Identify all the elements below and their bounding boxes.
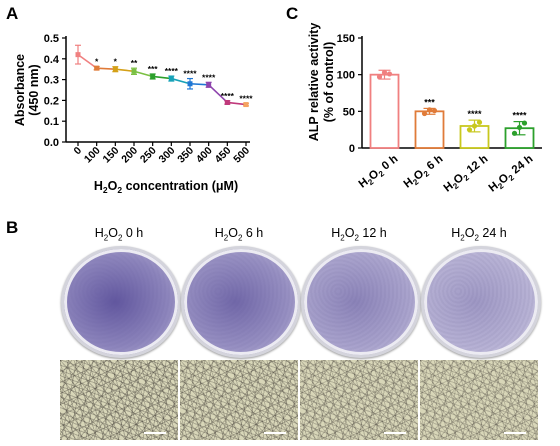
chart-c-point: [431, 108, 438, 114]
scale-bar: [384, 432, 406, 434]
chart-a-xlabel: H2O2 concentration (μM): [94, 179, 238, 195]
scale-bar: [504, 432, 526, 434]
chart-a-significance-label: ****: [221, 91, 235, 101]
chart-c-point: [426, 107, 433, 113]
chart-a-line-segment: [208, 84, 228, 104]
chart-a-line-segment: [189, 82, 209, 86]
chart-a-ylabel-line2: (450 nm): [27, 64, 41, 115]
chart-c-xtick-label: H2O2 0 h: [357, 153, 402, 192]
chart-a-significance-label: ****: [202, 72, 216, 82]
chart-a-point: [243, 102, 249, 108]
micrograph-image: [420, 360, 538, 440]
chart-c-ytick-label: 0: [349, 143, 355, 155]
chart-a-line-segment: [227, 101, 247, 106]
chart-c-point: [476, 119, 483, 125]
chart-c-significance-label: ****: [467, 109, 482, 119]
chart-a-point: [75, 52, 81, 58]
chart-a-line-segment: [171, 77, 191, 85]
chart-a-ytick-label: 0.3: [44, 75, 59, 87]
chart-a-significance-label: *: [95, 56, 99, 66]
chart-a-point: [94, 65, 100, 71]
chart-c-point: [471, 123, 478, 129]
chart-a-line-segment: [152, 75, 172, 80]
chart-a-point: [187, 81, 193, 87]
chart-a-significance-label: ****: [239, 93, 253, 103]
chart-a-xtick-label: 400: [194, 145, 215, 166]
chart-c-xtick-label: H2O2 24 h: [487, 153, 537, 196]
panel-b-label: H2O2 24 h: [451, 226, 507, 243]
chart-c-point: [386, 71, 393, 77]
chart-c-ylabel-line1: ALP relative activity: [307, 23, 321, 142]
chart-a-xtick-label: 250: [138, 145, 159, 166]
chart-a-ylabel-line1: Absorbance: [13, 54, 27, 126]
chart-a-significance-label: ****: [183, 69, 197, 79]
micrograph-image: [300, 360, 418, 440]
chart-a-line-segment: [96, 67, 116, 70]
chart-c-bar: [369, 73, 400, 149]
chart-a-point: [131, 68, 137, 74]
chart-a-significance-label: ****: [165, 66, 179, 76]
chart-c-point: [381, 69, 388, 76]
panel-b-label: H2O2 6 h: [214, 226, 264, 243]
chart-a-point: [112, 66, 118, 72]
chart-a-ytick-label: 0.5: [44, 33, 59, 45]
panel-letter-b: B: [6, 218, 19, 237]
chart-c-significance-label: ****: [512, 111, 527, 121]
culture-dish-image: [61, 246, 181, 358]
chart-c-xtick-label: H2O2 6 h: [402, 153, 447, 192]
culture-dish-image: [301, 246, 421, 358]
chart-a-xtick-label: 500: [231, 145, 252, 166]
chart-a-significance-label: **: [131, 58, 138, 68]
panel-b-label: H2O2 0 h: [94, 226, 144, 243]
chart-c-point: [421, 110, 428, 117]
chart-c-ytick-label: 50: [343, 106, 355, 118]
chart-a-xtick-label: 150: [101, 145, 122, 166]
micrograph-image: [60, 360, 178, 440]
micrograph-image: [180, 360, 298, 440]
panel-b-label: H2O2 12 h: [331, 226, 387, 243]
chart-a-ytick-label: 0.2: [44, 95, 59, 107]
chart-c-point: [376, 74, 383, 80]
culture-dish-image: [421, 246, 541, 358]
absorbance-line-chart: Absorbance (450 nm) H2O2 concentration (…: [13, 33, 253, 195]
chart-a-significance-label: ***: [148, 64, 159, 74]
chart-a-line-segment: [77, 53, 98, 69]
chart-a-xtick-label: 300: [157, 145, 178, 166]
scale-bar: [264, 432, 286, 434]
chart-c-point: [511, 130, 518, 136]
panel-letter-a: A: [6, 4, 19, 23]
chart-a-xtick-label: 350: [175, 145, 196, 166]
chart-c-ytick-label: 100: [337, 70, 355, 82]
chart-c-point: [466, 127, 473, 133]
alp-activity-bar-chart: ALP relative activity (% of control) 0 50…: [307, 23, 542, 196]
chart-c-point: [521, 120, 528, 126]
chart-a-ytick-label: 0.0: [44, 137, 59, 149]
chart-a-point: [168, 76, 174, 82]
chart-a-point: [150, 73, 156, 79]
chart-a-xtick-label: 200: [119, 145, 140, 166]
chart-a-line-segment: [133, 70, 153, 78]
chart-a-line-segment: [115, 68, 135, 73]
chart-c-xtick-label: H2O2 12 h: [442, 153, 492, 196]
chart-a-point: [206, 82, 212, 88]
chart-c-ylabel-line2: (% of control): [322, 42, 336, 123]
scale-bar: [144, 432, 166, 434]
chart-a-significance-label: *: [114, 57, 118, 67]
chart-a-xtick-label: 450: [213, 145, 234, 166]
panel-letter-c: C: [286, 4, 299, 23]
chart-a-xtick-label: 100: [82, 145, 103, 166]
chart-c-significance-label: ***: [424, 97, 435, 107]
chart-a-point: [224, 99, 230, 105]
chart-c-ytick-label: 150: [337, 33, 355, 45]
chart-a-ytick-label: 0.1: [44, 116, 59, 128]
chart-c-point: [516, 124, 523, 131]
chart-a-ytick-label: 0.4: [44, 54, 60, 66]
chart-c-bar: [414, 110, 445, 149]
culture-dish-image: [181, 246, 301, 358]
